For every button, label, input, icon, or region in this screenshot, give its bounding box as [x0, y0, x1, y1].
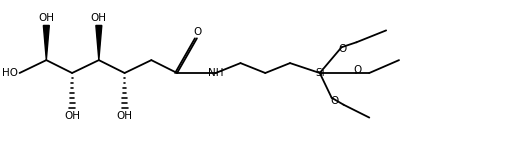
Text: HO: HO [2, 68, 18, 78]
Text: OH: OH [64, 111, 80, 121]
Text: OH: OH [38, 13, 54, 22]
Text: O: O [193, 27, 201, 37]
Text: O: O [338, 44, 346, 54]
Polygon shape [43, 25, 49, 60]
Text: OH: OH [116, 111, 132, 121]
Text: O: O [330, 96, 338, 106]
Text: O: O [352, 65, 361, 75]
Text: OH: OH [91, 13, 107, 22]
Text: NH: NH [208, 68, 223, 78]
Polygon shape [95, 25, 102, 60]
Text: Si: Si [314, 68, 324, 78]
